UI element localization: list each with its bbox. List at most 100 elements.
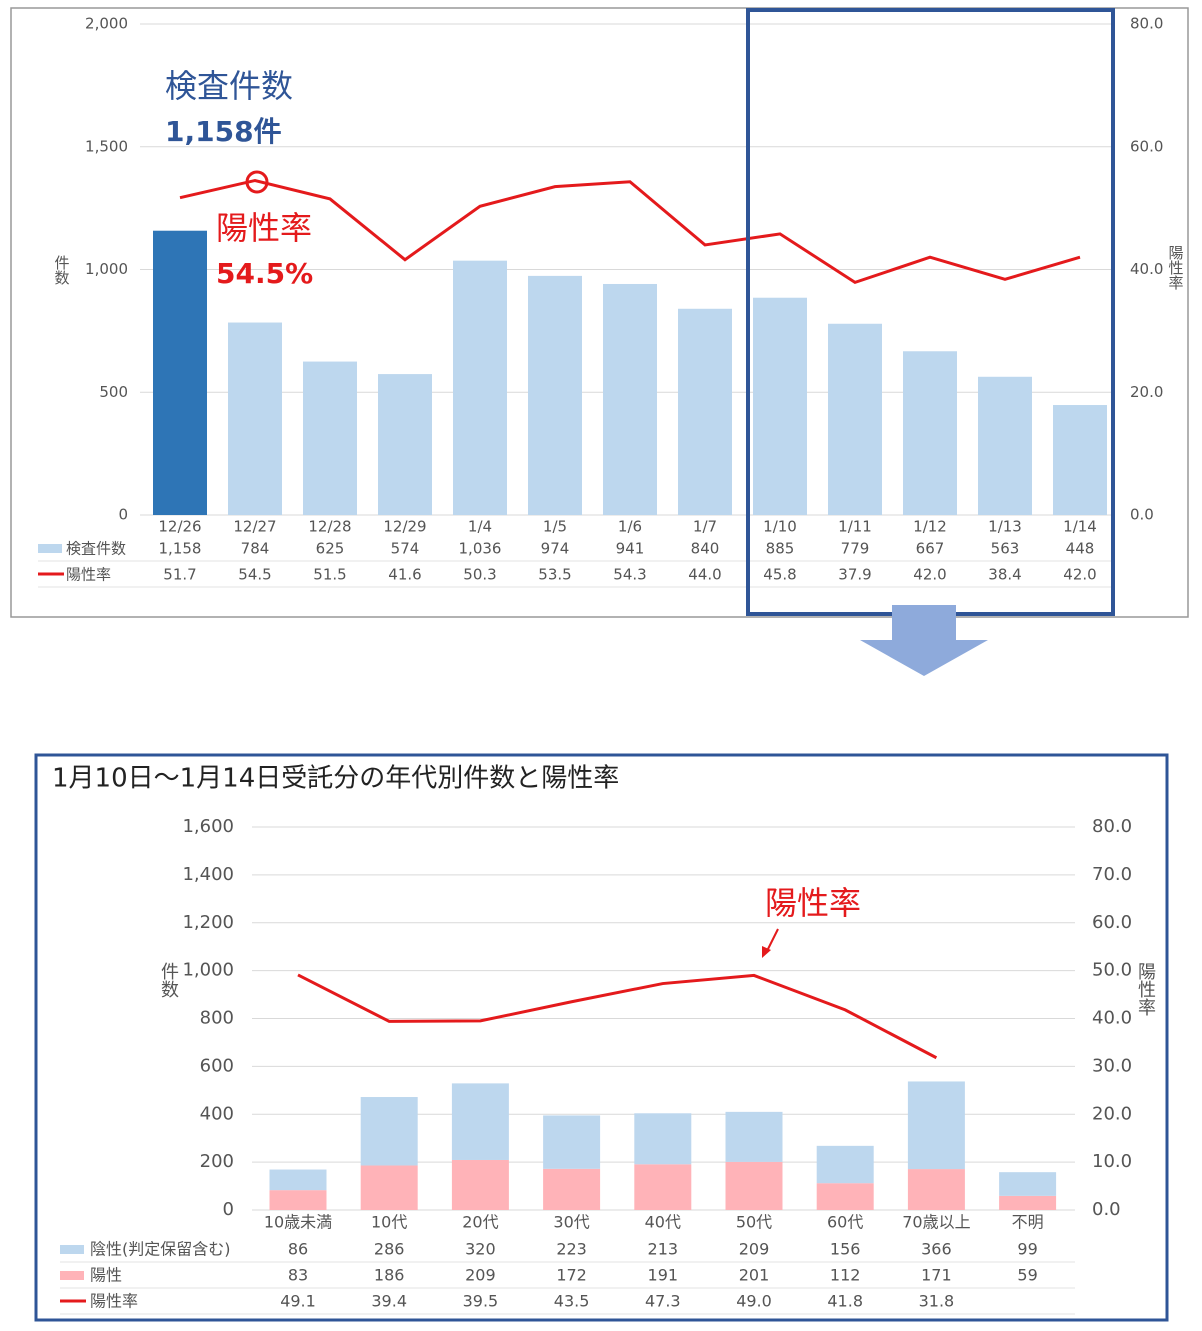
- chart-title: 1月10日～1月14日受託分の年代別件数と陽性率: [52, 764, 619, 794]
- x-tick-label: 12/29: [383, 518, 426, 536]
- x-tick-label: 1/14: [1063, 518, 1097, 536]
- y-tick-label: 1,200: [182, 912, 234, 933]
- data-label: 50.3: [463, 566, 496, 584]
- annotation: 陽性率: [765, 884, 861, 922]
- y-tick-label: 1,500: [85, 137, 128, 155]
- data-label: 53.5: [538, 566, 571, 584]
- x-tick-label: 10代: [371, 1213, 407, 1232]
- data-label: 112: [830, 1266, 861, 1285]
- y2-tick-label: 30.0: [1092, 1055, 1132, 1076]
- x-tick-label: 50代: [736, 1213, 772, 1232]
- y-tick-label: 0: [118, 506, 128, 524]
- bar: [828, 323, 882, 515]
- bar: [753, 297, 807, 515]
- data-label: 171: [921, 1266, 952, 1285]
- chart-2: 0 200 400 600 800 1,000 1,200 1,400 1,600 0.0 10.0…: [60, 816, 1156, 1315]
- y-tick-label: 2,000: [85, 15, 128, 33]
- x-tick-label: 12/28: [308, 518, 351, 536]
- bar: [978, 376, 1032, 515]
- bar: [907, 1169, 965, 1210]
- data-label: 43.5: [554, 1292, 590, 1311]
- bar: [360, 1165, 418, 1210]
- x-tick-label: 1/7: [693, 518, 717, 536]
- y2-tick-label: 60.0: [1092, 912, 1132, 933]
- y2-axis-label: 陽性率: [1167, 245, 1185, 290]
- bar: [228, 322, 282, 515]
- data-label: 974: [541, 540, 570, 558]
- y-tick-label: 200: [200, 1151, 234, 1172]
- data-label: 59: [1017, 1266, 1037, 1285]
- data-label: 39.4: [371, 1292, 407, 1311]
- x-tick-label: 不明: [1012, 1213, 1044, 1232]
- data-label: 172: [556, 1266, 587, 1285]
- bar: [903, 351, 957, 515]
- data-label: 1,036: [459, 540, 502, 558]
- legend-label: 陽性率: [66, 566, 111, 584]
- bar: [360, 1097, 418, 1166]
- data-label: 49.0: [736, 1292, 772, 1311]
- y-tick-label: 400: [200, 1103, 234, 1124]
- data-label: 86: [288, 1240, 308, 1259]
- x-tick-label: 12/26: [158, 518, 201, 536]
- bar: [153, 230, 207, 515]
- data-label: 885: [766, 540, 795, 558]
- y2-tick-label: 40.0: [1092, 1008, 1132, 1029]
- bar: [1053, 405, 1107, 515]
- y-tick-label: 500: [99, 383, 128, 401]
- data-label: 54.5: [238, 566, 271, 584]
- line: [179, 178, 1081, 285]
- highlight-marker: [245, 170, 269, 194]
- annotation: 54.5%: [216, 257, 313, 290]
- y2-tick-label: 50.0: [1092, 960, 1132, 981]
- bar: [269, 1190, 327, 1210]
- chart-1: 0 500 1,000 1,500 2,000 0.0 20.0 40.0 60.0 80.0 件数…: [38, 15, 1185, 588]
- x-tick-label: 1/5: [543, 518, 567, 536]
- bar: [678, 308, 732, 515]
- x-tick-label: 1/10: [763, 518, 797, 536]
- data-label: 209: [739, 1240, 770, 1259]
- y-tick-label: 800: [200, 1008, 234, 1029]
- data-label: 41.6: [388, 566, 421, 584]
- bar: [378, 374, 432, 515]
- data-label: 186: [374, 1266, 405, 1285]
- data-label: 41.8: [827, 1292, 863, 1311]
- x-tick-label: 30代: [553, 1213, 589, 1232]
- arrow: [860, 605, 988, 676]
- legend-label: 陰性(判定保留含む): [90, 1240, 231, 1259]
- data-label: 779: [841, 540, 870, 558]
- y2-axis-label: 陽性率: [1135, 962, 1156, 1016]
- bar: [999, 1195, 1057, 1210]
- data-label: 784: [241, 540, 270, 558]
- bar: [907, 1081, 965, 1170]
- x-tick-label: 12/27: [233, 518, 276, 536]
- x-tick-label: 60代: [827, 1213, 863, 1232]
- bar: [528, 275, 582, 515]
- data-label: 45.8: [763, 566, 796, 584]
- y2-tick-label: 10.0: [1092, 1151, 1132, 1172]
- data-label: 840: [691, 540, 720, 558]
- data-label: 563: [991, 540, 1020, 558]
- data-label: 286: [374, 1240, 405, 1259]
- data-label: 941: [616, 540, 645, 558]
- data-label: 51.5: [313, 566, 346, 584]
- line: [297, 973, 938, 1060]
- x-tick-label: 20代: [462, 1213, 498, 1232]
- y2-tick-label: 0.0: [1130, 506, 1154, 524]
- data-label: 39.5: [463, 1292, 499, 1311]
- y2-tick-label: 20.0: [1130, 383, 1163, 401]
- data-label: 209: [465, 1266, 496, 1285]
- data-label: 37.9: [838, 566, 871, 584]
- annotation-arrow-head: [762, 946, 771, 958]
- annotation: 1,158件: [165, 115, 282, 148]
- data-label: 49.1: [280, 1292, 316, 1311]
- data-label: 213: [648, 1240, 679, 1259]
- data-label: 191: [648, 1266, 679, 1285]
- y2-tick-label: 80.0: [1092, 816, 1132, 837]
- data-label: 667: [916, 540, 945, 558]
- data-label: 366: [921, 1240, 952, 1259]
- y-tick-label: 1,400: [182, 864, 234, 885]
- annotation: 検査件数: [165, 67, 293, 105]
- legend-label: 検査件数: [66, 540, 126, 558]
- y2-tick-label: 40.0: [1130, 260, 1163, 278]
- data-label: 201: [739, 1266, 770, 1285]
